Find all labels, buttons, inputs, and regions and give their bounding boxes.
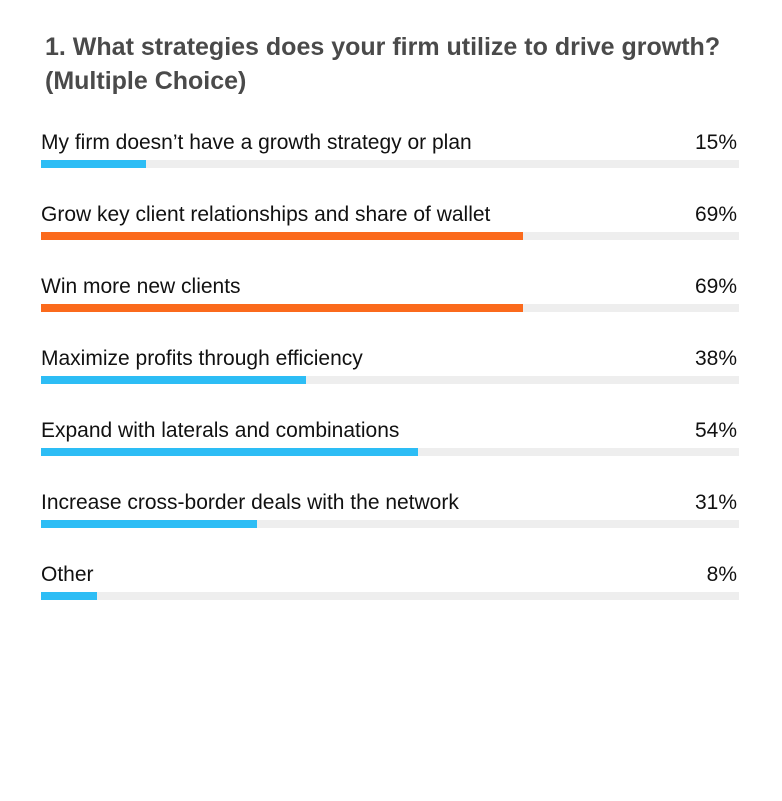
option-label: Win more new clients	[41, 275, 241, 298]
result-row: Win more new clients 69%	[41, 272, 739, 344]
result-row: Grow key client relationships and share …	[41, 200, 739, 272]
bar-track	[41, 592, 739, 600]
result-row: Increase cross-border deals with the net…	[41, 488, 739, 560]
bar-fill	[41, 304, 523, 312]
result-row: My firm doesn’t have a growth strategy o…	[41, 128, 739, 200]
percentage-label: 69%	[694, 203, 737, 226]
percentage-label: 38%	[694, 347, 737, 370]
option-label: Other	[41, 563, 94, 586]
bar-fill	[41, 520, 258, 528]
option-label: Maximize profits through efficiency	[41, 347, 363, 370]
bar-fill	[41, 160, 146, 168]
bar-track	[41, 304, 739, 312]
percentage-label: 15%	[694, 131, 737, 154]
bar-track	[41, 232, 739, 240]
bar-track	[41, 520, 739, 528]
percentage-label: 8%	[706, 563, 737, 586]
option-label: My firm doesn’t have a growth strategy o…	[41, 131, 472, 154]
percentage-label: 31%	[694, 491, 737, 514]
bar-track	[41, 376, 739, 384]
percentage-label: 69%	[694, 275, 737, 298]
percentage-label: 54%	[694, 419, 737, 442]
bar-fill	[41, 448, 418, 456]
result-row: Other 8%	[41, 560, 739, 632]
results-list: My firm doesn’t have a growth strategy o…	[41, 128, 739, 632]
bar-fill	[41, 376, 307, 384]
result-row: Maximize profits through efficiency 38%	[41, 344, 739, 416]
option-label: Expand with laterals and combinations	[41, 419, 400, 442]
bar-fill	[41, 592, 97, 600]
bar-track	[41, 160, 739, 168]
option-label: Increase cross-border deals with the net…	[41, 491, 459, 514]
result-row: Expand with laterals and combinations 54%	[41, 416, 739, 488]
option-label: Grow key client relationships and share …	[41, 203, 491, 226]
bar-fill	[41, 232, 523, 240]
bar-track	[41, 448, 739, 456]
question-title: 1. What strategies does your firm utiliz…	[45, 33, 721, 95]
